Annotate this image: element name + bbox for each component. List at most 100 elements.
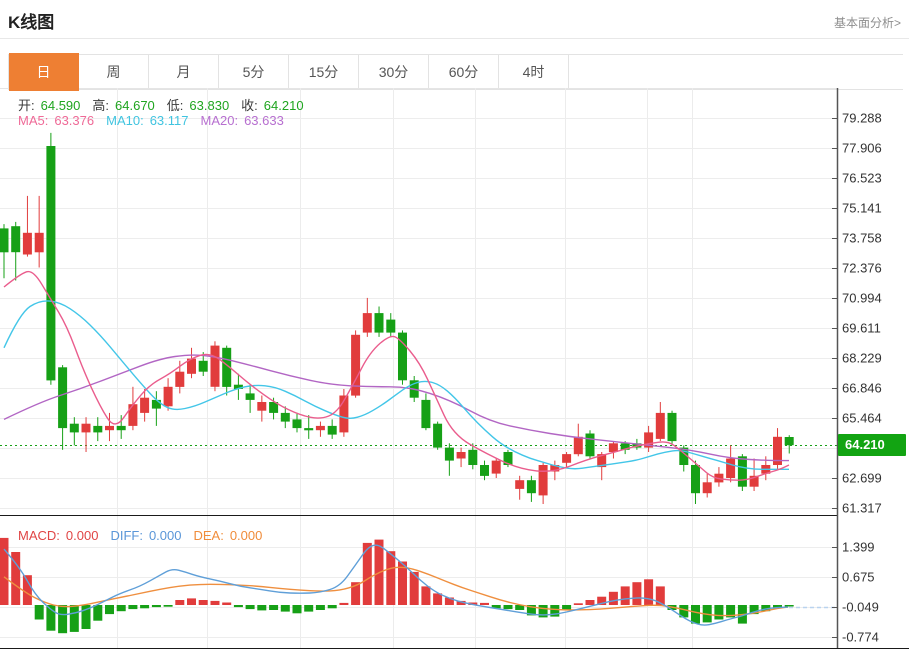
- candle-body: [233, 384, 243, 389]
- macd-histogram-bar: [280, 605, 290, 612]
- y-axis-label: 72.376: [842, 261, 882, 276]
- candle-body: [128, 404, 138, 426]
- macd-histogram-bar: [784, 605, 794, 607]
- macd-histogram-bar: [480, 602, 489, 605]
- candle-body: [585, 433, 595, 457]
- y-axis-label: 65.464: [842, 411, 882, 426]
- tab-15分[interactable]: 15分: [289, 55, 359, 89]
- macd-histogram-bar: [198, 600, 208, 605]
- candle-body: [562, 454, 572, 463]
- candle-body: [362, 313, 372, 333]
- candle-body: [433, 423, 443, 448]
- legend-label: 低:: [166, 98, 184, 113]
- candle-body: [444, 447, 454, 461]
- macd-histogram-bar: [304, 605, 314, 612]
- macd-histogram-bar: [691, 605, 700, 624]
- candle-body: [0, 228, 9, 253]
- macd-histogram-bar: [773, 605, 782, 608]
- macd-histogram-bar: [538, 605, 548, 618]
- legend-item: DIFF: 0.000: [110, 528, 187, 543]
- macd-histogram-bar: [175, 600, 185, 605]
- macd-histogram-bar: [105, 605, 114, 615]
- macd-histogram-bar: [503, 605, 513, 610]
- candle-body: [93, 425, 103, 433]
- macd-axis-label: -0.049: [842, 600, 879, 615]
- candle-body: [210, 345, 220, 387]
- macd-histogram-bar: [644, 579, 654, 605]
- tab-60分[interactable]: 60分: [429, 55, 499, 89]
- macd-histogram-bar: [714, 605, 724, 620]
- candle-body: [398, 332, 407, 381]
- candle-body: [597, 454, 607, 468]
- macd-histogram-bar: [456, 600, 466, 605]
- macd-histogram-bar: [163, 605, 173, 607]
- candle-body: [163, 386, 173, 407]
- macd-histogram-bar: [726, 605, 736, 618]
- tab-周[interactable]: 周: [79, 55, 149, 89]
- macd-histogram-bar: [257, 605, 267, 611]
- candle-body: [374, 313, 384, 333]
- candle-body: [468, 449, 478, 465]
- macd-histogram-bar: [58, 605, 68, 634]
- candle-body: [245, 393, 255, 400]
- macd-histogram-bar: [245, 605, 255, 610]
- candle-body: [667, 412, 677, 442]
- macd-histogram-bar: [573, 603, 583, 605]
- tab-30分[interactable]: 30分: [359, 55, 429, 89]
- candle-body: [280, 412, 290, 422]
- candle-body: [22, 232, 32, 255]
- legend-label: DEA:: [193, 528, 224, 543]
- candle-body: [538, 465, 548, 496]
- legend-label: MA20:: [200, 113, 239, 128]
- current-price-tag: 64.210: [838, 434, 906, 456]
- candle-body: [292, 419, 302, 429]
- macd-histogram-bar: [128, 605, 138, 610]
- fundamental-analysis-link[interactable]: 基本面分析>: [833, 16, 901, 30]
- title-divider: [0, 38, 909, 39]
- macd-axis-label: -0.774: [842, 630, 879, 645]
- legend-label: DIFF:: [110, 528, 143, 543]
- macd-histogram-bar: [315, 605, 325, 610]
- macd-histogram-bar: [562, 605, 572, 610]
- macd-histogram-bar: [0, 537, 9, 605]
- ohlc-readout: 开: 64.590 高: 64.670 低: 63.830 收: 64.210: [18, 95, 316, 114]
- tab-日[interactable]: 日: [9, 53, 79, 91]
- macd-histogram-bar: [22, 575, 32, 605]
- macd-histogram-bar: [69, 605, 79, 632]
- tab-月[interactable]: 月: [149, 55, 219, 89]
- candle-body: [773, 436, 782, 465]
- macd-histogram-bar: [526, 605, 536, 616]
- macd-histogram-bar: [233, 605, 243, 608]
- legend-value: 64.670: [115, 98, 155, 113]
- legend-item: 低: 63.830: [167, 98, 235, 113]
- tab-4时[interactable]: 4时: [499, 55, 569, 89]
- candle-body: [304, 428, 314, 431]
- macd-histogram-bar: [151, 605, 161, 608]
- macd-histogram-bar: [679, 605, 689, 618]
- legend-value: 0.000: [65, 528, 99, 543]
- macd-histogram-bar: [585, 600, 595, 605]
- dea-line: [3, 566, 789, 617]
- candle-body: [257, 402, 267, 411]
- candle-body: [269, 402, 279, 413]
- macd-histogram-bar: [11, 552, 21, 605]
- candle-body: [726, 458, 736, 478]
- y-axis-label: 66.846: [842, 381, 882, 396]
- y-axis-label: 68.229: [842, 351, 882, 366]
- macd-legend: MACD: 0.000 DIFF: 0.000 DEA: 0.000: [18, 528, 274, 543]
- legend-item: MACD: 0.000: [18, 528, 104, 543]
- macd-histogram-bar: [632, 582, 642, 605]
- legend-value: 63.633: [244, 113, 284, 128]
- legend-item: DEA: 0.000: [193, 528, 268, 543]
- ma5-line: [3, 270, 790, 481]
- candle-body: [386, 319, 396, 333]
- tab-5分[interactable]: 5分: [219, 55, 289, 89]
- candle-body: [81, 423, 91, 433]
- diff-line: [3, 544, 789, 626]
- ma-legend: MA5: 63.376 MA10: 63.117 MA20: 63.633: [18, 113, 296, 128]
- legend-label: MA10:: [106, 113, 144, 128]
- y-axis-label: 73.758: [842, 231, 882, 246]
- macd-histogram-bar: [433, 593, 443, 605]
- candle-body: [491, 460, 501, 474]
